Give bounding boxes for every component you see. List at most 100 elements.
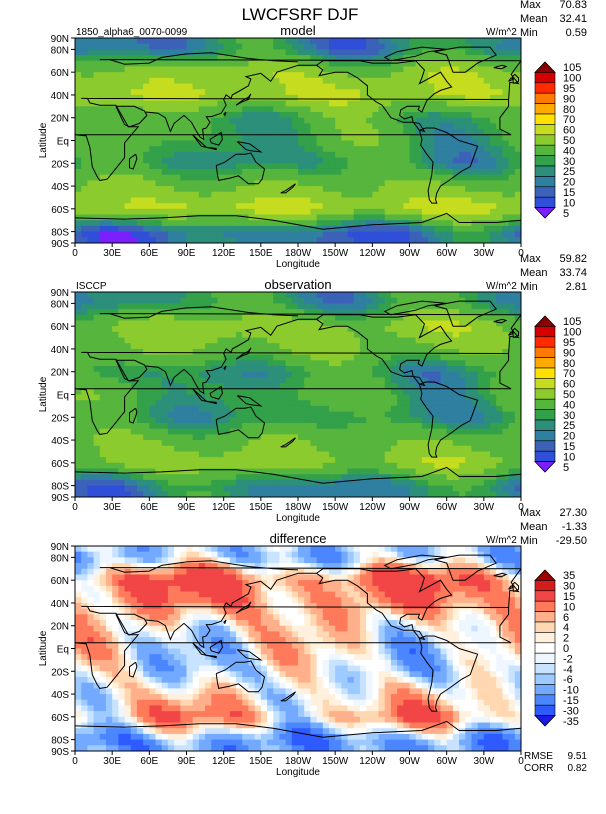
field-cell xyxy=(186,422,194,430)
field-cell xyxy=(279,388,287,396)
field-cell xyxy=(217,43,225,50)
field-cell xyxy=(267,360,274,367)
field-cell xyxy=(384,326,392,333)
field-cell xyxy=(93,203,101,210)
field-cell xyxy=(130,237,138,243)
field-cell xyxy=(471,134,479,142)
field-cell xyxy=(291,383,299,390)
field-cell xyxy=(223,134,231,142)
field-cell xyxy=(347,462,355,470)
field-cell xyxy=(428,383,435,390)
field-cell xyxy=(359,191,367,199)
field-cell xyxy=(87,220,95,227)
field-cell xyxy=(149,297,157,304)
field-cell xyxy=(285,134,293,142)
field-cell xyxy=(242,89,250,96)
field-cell xyxy=(372,377,380,384)
field-cell xyxy=(229,417,237,424)
field-cell xyxy=(223,237,231,243)
field-cell xyxy=(87,43,95,50)
field-cell xyxy=(93,388,101,396)
field-cell xyxy=(434,157,442,164)
field-cell xyxy=(236,388,243,396)
field-cell xyxy=(502,214,510,221)
field-cell xyxy=(483,400,491,407)
field-cell xyxy=(211,292,219,299)
field-cell xyxy=(118,377,126,384)
field-cell xyxy=(124,134,132,142)
field-cell xyxy=(186,191,194,199)
field-cell xyxy=(99,197,107,204)
field-cell xyxy=(236,106,243,113)
field-cell xyxy=(372,123,380,130)
field-cell xyxy=(502,49,510,56)
field-cell xyxy=(229,411,237,418)
field-cell xyxy=(471,220,479,227)
field-cell xyxy=(378,117,386,125)
field-cell xyxy=(514,360,521,367)
field-cell xyxy=(236,180,243,187)
field-cell xyxy=(415,383,423,390)
field-cell xyxy=(341,440,349,447)
field-cell xyxy=(446,66,454,73)
field-cell xyxy=(490,112,497,119)
field-cell xyxy=(434,123,442,130)
field-cell xyxy=(471,66,479,73)
field-cell xyxy=(174,106,181,113)
field-cell xyxy=(75,360,82,367)
field-cell xyxy=(328,462,336,470)
field-cell xyxy=(508,186,516,193)
field-cell xyxy=(471,428,479,435)
field-cell xyxy=(118,83,126,90)
field-cell xyxy=(180,297,188,304)
field-cell xyxy=(186,451,194,458)
field-cell xyxy=(452,163,460,170)
field-cell xyxy=(260,394,268,401)
field-cell xyxy=(310,348,318,356)
field-cell xyxy=(174,129,181,136)
field-cell xyxy=(328,411,336,418)
field-cell xyxy=(483,168,491,176)
field-cell xyxy=(335,60,342,68)
field-cell xyxy=(105,417,113,424)
field-cell xyxy=(490,157,497,164)
colorbar-label: 80 xyxy=(563,104,575,116)
field-cell xyxy=(81,38,88,45)
field-cell xyxy=(279,94,287,102)
field-cell xyxy=(223,400,231,407)
field-cell xyxy=(99,451,107,458)
field-cell xyxy=(161,237,169,243)
field-cell xyxy=(223,203,231,210)
field-cell xyxy=(322,55,330,62)
field-cell xyxy=(384,72,392,79)
field-cell xyxy=(167,94,175,102)
field-cell xyxy=(508,445,516,453)
field-cell xyxy=(384,117,392,125)
field-cell xyxy=(397,197,404,204)
field-cell xyxy=(440,203,448,210)
field-cell xyxy=(490,428,497,435)
field-cell xyxy=(205,411,212,418)
field-cell xyxy=(180,168,188,176)
field-cell xyxy=(242,112,250,119)
field-cell xyxy=(291,89,299,96)
coastline xyxy=(115,105,148,128)
colorbar-label: 15 xyxy=(563,187,575,199)
field-cell xyxy=(465,314,473,322)
field-cell xyxy=(260,388,268,396)
field-cell xyxy=(353,60,361,68)
field-cell xyxy=(496,366,504,373)
field-cell xyxy=(384,377,392,384)
field-cell xyxy=(223,434,231,441)
field-cell xyxy=(477,366,485,373)
field-cell xyxy=(223,422,231,430)
field-cell xyxy=(279,186,287,193)
field-cell xyxy=(397,462,404,470)
field-cell xyxy=(452,186,460,193)
field-cell xyxy=(248,377,256,384)
field-cell xyxy=(465,371,473,379)
field-cell xyxy=(434,348,442,356)
field-cell xyxy=(328,326,336,333)
coastline xyxy=(434,46,497,73)
